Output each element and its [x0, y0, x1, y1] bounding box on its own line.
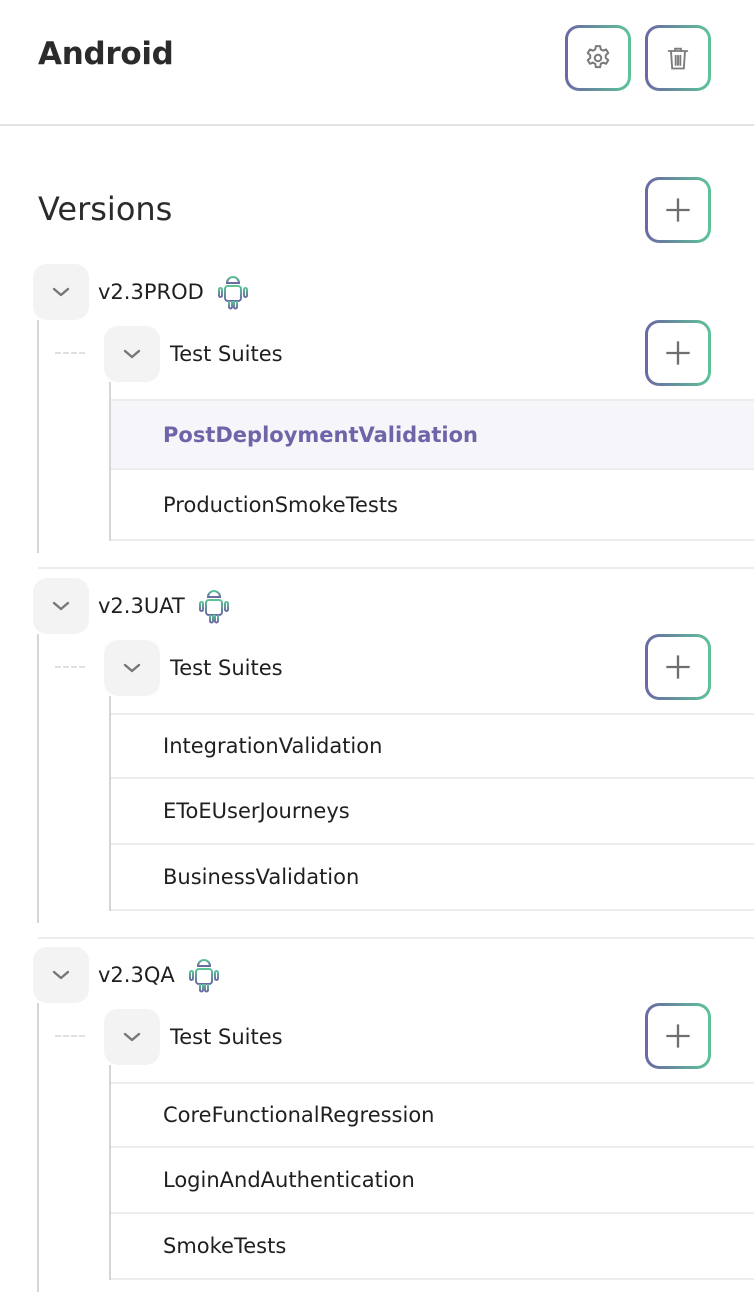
- test-suites-collapse-toggle[interactable]: [104, 640, 160, 696]
- test-suite-name: LoginAndAuthentication: [163, 1168, 415, 1192]
- test-suite-list: IntegrationValidation EToEUserJourneys Bus…: [111, 713, 754, 911]
- add-test-suite-button[interactable]: [645, 634, 711, 700]
- test-suite-item[interactable]: LoginAndAuthentication: [111, 1148, 754, 1214]
- test-suite-item[interactable]: EToEUserJourneys: [111, 779, 754, 845]
- divider: [38, 567, 754, 569]
- test-suite-item[interactable]: BusinessValidation: [111, 845, 754, 911]
- header: Android: [0, 0, 754, 126]
- android-icon: [188, 959, 219, 993]
- tree-line: [37, 634, 39, 923]
- plus-icon: [666, 1024, 690, 1048]
- trash-icon: [667, 47, 689, 70]
- test-suites-label: Test Suites: [170, 656, 283, 680]
- test-suite-name: ProductionSmokeTests: [163, 492, 398, 517]
- chevron-down-icon: [123, 663, 141, 673]
- tree-connector: [55, 666, 85, 668]
- version-label: v2.3UAT: [98, 594, 185, 618]
- test-suite-name: BusinessValidation: [163, 865, 360, 889]
- tree-connector: [55, 1035, 85, 1037]
- chevron-down-icon: [52, 601, 70, 611]
- tree-line: [109, 1065, 111, 1280]
- tree-line: [37, 320, 39, 553]
- add-test-suite-button[interactable]: [645, 320, 711, 386]
- test-suite-item[interactable]: CoreFunctionalRegression: [111, 1082, 754, 1148]
- test-suite-item[interactable]: PostDeploymentValidation: [111, 399, 754, 470]
- test-suites-row[interactable]: Test Suites: [104, 326, 283, 382]
- test-suite-list: PostDeploymentValidation ProductionSmokeT…: [111, 399, 754, 541]
- test-suite-name: PostDeploymentValidation: [163, 422, 478, 447]
- test-suite-item[interactable]: SmokeTests: [111, 1214, 754, 1280]
- test-suites-row[interactable]: Test Suites: [104, 640, 283, 696]
- test-suites-collapse-toggle[interactable]: [104, 326, 160, 382]
- test-suites-label: Test Suites: [170, 1025, 283, 1049]
- divider: [38, 937, 754, 939]
- test-suite-item[interactable]: ProductionSmokeTests: [111, 470, 754, 541]
- tree-connector: [55, 352, 85, 354]
- version-label: v2.3QA: [98, 963, 175, 987]
- plus-icon: [666, 341, 690, 365]
- chevron-down-icon: [52, 287, 70, 297]
- test-suite-item[interactable]: IntegrationValidation: [111, 713, 754, 779]
- add-version-button[interactable]: [645, 177, 711, 243]
- test-suites-label: Test Suites: [170, 342, 283, 366]
- test-suite-name: CoreFunctionalRegression: [163, 1103, 435, 1127]
- test-suite-name: IntegrationValidation: [163, 734, 383, 758]
- version-collapse-toggle[interactable]: [33, 578, 89, 634]
- delete-button[interactable]: [645, 25, 711, 91]
- test-suite-name: SmokeTests: [163, 1234, 287, 1258]
- version-collapse-toggle[interactable]: [33, 264, 89, 320]
- settings-button[interactable]: [565, 25, 631, 91]
- versions-heading: Versions: [38, 190, 173, 228]
- tree-line: [37, 1003, 39, 1292]
- plus-icon: [666, 655, 690, 679]
- chevron-down-icon: [123, 349, 141, 359]
- test-suite-list: CoreFunctionalRegression LoginAndAuthenti…: [111, 1082, 754, 1280]
- test-suite-name: EToEUserJourneys: [163, 799, 350, 823]
- version-row[interactable]: v2.3QA: [33, 947, 221, 1003]
- add-test-suite-button[interactable]: [645, 1003, 711, 1069]
- chevron-down-icon: [123, 1032, 141, 1042]
- tree-line: [109, 382, 111, 541]
- version-row[interactable]: v2.3UAT: [33, 578, 231, 634]
- test-suites-collapse-toggle[interactable]: [104, 1009, 160, 1065]
- version-label: v2.3PROD: [98, 280, 204, 304]
- android-icon: [217, 276, 248, 310]
- version-row[interactable]: v2.3PROD: [33, 264, 250, 320]
- plus-icon: [666, 198, 690, 222]
- gear-icon: [586, 45, 610, 69]
- version-collapse-toggle[interactable]: [33, 947, 89, 1003]
- test-suites-row[interactable]: Test Suites: [104, 1009, 283, 1065]
- tree-line: [109, 696, 111, 911]
- chevron-down-icon: [52, 970, 70, 980]
- android-icon: [198, 590, 229, 624]
- page-title: Android: [38, 36, 174, 72]
